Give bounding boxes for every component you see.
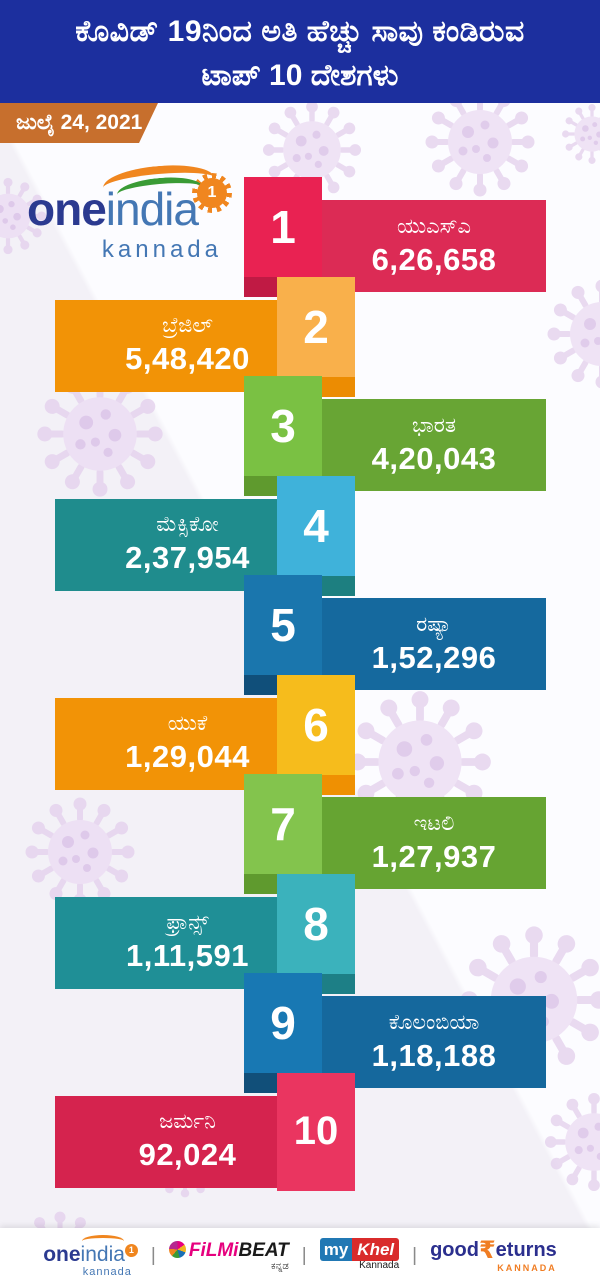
country-name: ಭಾರತ (412, 413, 456, 437)
footer-oneindia-india: india (80, 1242, 125, 1266)
rank-number: 2 (277, 276, 355, 377)
country-name: ಕೊಲಂಬಿಯಾ (388, 1010, 480, 1034)
logo-one-text: one (27, 183, 107, 235)
country-name: ಬ್ರೆಜಿಲ್ (162, 314, 213, 337)
country-name: ಯುಕೆ (167, 712, 208, 735)
rank-number: 6 (277, 674, 355, 775)
rank-tile: 10 (277, 1072, 355, 1193)
footer-filmibeat-kannada: ಕನ್ನಡ (271, 1260, 289, 1272)
death-count: 4,20,043 (371, 440, 497, 476)
page-title-line-1: ಕೊವಿಡ್ 19ನಿಂದ ಅತಿ ಹೆಚ್ಚು ಸಾವು ಕಂಡಿರುವ (75, 15, 525, 48)
footer-oneindia-kannada: kannada (82, 1265, 132, 1278)
date-badge: ಜುಲೈ 24, 2021 (0, 103, 158, 143)
footer-filmibeat-logo: FiLMiBEAT ಕನ್ನಡ (168, 1239, 289, 1272)
footer-oneindia-one: one (43, 1242, 81, 1266)
rank-entry-3: ಭಾರತ 4,20,043 3 (0, 376, 600, 498)
footer-mykhel-khel: Khel (352, 1238, 400, 1261)
footer-goodreturns-kannada: KANNADA (497, 1263, 557, 1273)
country-name: ಮೆಕ್ಸಿಕೋ (156, 513, 219, 536)
logo-india-text: india (105, 183, 199, 235)
rank-entry-8: ಫ್ರಾನ್ಸ್ 1,11,591 8 (0, 873, 600, 996)
country-name: ಫ್ರಾನ್ಸ್ (166, 911, 209, 934)
footer-goodreturns-eturns: eturns (495, 1239, 557, 1261)
logo-kannada-text: kannada (101, 236, 222, 263)
footer-filmibeat-beat: BEAT (238, 1239, 289, 1261)
rank-entry-5: ರಷ್ಯಾ 1,52,296 5 (0, 575, 600, 697)
rank-number: 1 (244, 177, 322, 277)
footer-filmibeat-filmi: FiLMi (188, 1239, 239, 1261)
footer-divider: | (301, 1245, 307, 1266)
footer-divider: | (150, 1245, 156, 1266)
country-name: ಯುಎಸ್ಎ (396, 214, 472, 238)
death-count: 1,18,188 (371, 1037, 497, 1073)
rank-entry-10: ಜರ್ಮನಿ 92,024 10 (0, 1072, 600, 1195)
logo-wordmark: oneindia (27, 183, 199, 235)
death-count: 5,48,420 (125, 341, 250, 376)
footer-oneindia-logo: oneindia 1 kannada (43, 1234, 138, 1278)
rank-number: 10 (277, 1072, 355, 1191)
footer-mykhel-my: my (319, 1238, 353, 1261)
country-name: ಜರ್ಮನಿ (159, 1110, 216, 1133)
rank-entry-6: ಯುಕೆ 1,29,044 6 (0, 674, 600, 797)
footer-mykhel-logo: my Khel Kannada (319, 1238, 400, 1271)
death-count: 1,52,296 (371, 639, 497, 675)
rank-number: 8 (277, 873, 355, 974)
oneindia-kannada-logo: 1 oneindia kannada (25, 161, 240, 267)
date-text: ಜುಲೈ 24, 2021 (16, 111, 143, 134)
rank-number: 9 (244, 973, 322, 1073)
footer-divider: | (412, 1245, 418, 1266)
header: ಕೊವಿಡ್ 19ನಿಂದ ಅತಿ ಹೆಚ್ಚು ಸಾವು ಕಂಡಿರುವ ಟಾ… (0, 0, 600, 103)
death-count: 6,26,658 (371, 241, 497, 277)
death-count: 2,37,954 (125, 540, 250, 575)
rank-number: 4 (277, 475, 355, 576)
country-name: ಇಟಲಿ (413, 811, 455, 835)
footer-oneindia-sun-icon: 1 (124, 1243, 138, 1257)
footer-goodreturns-good: good (430, 1239, 479, 1261)
footer-brand-strip: oneindia 1 kannada | FiLMiBEAT ಕನ್ನಡ | my… (0, 1228, 600, 1284)
page-title-line-2: ಟಾಪ್ 10 ದೇಶಗಳು (201, 59, 399, 92)
logo-sun-badge: 1 (192, 173, 232, 213)
rank-tile: 5 (244, 575, 322, 695)
footer-mykhel-kannada: Kannada (359, 1260, 400, 1271)
country-name: ರಷ್ಯಾ (416, 612, 452, 636)
country-bar: ಭಾರತ 4,20,043 (322, 399, 546, 491)
rank-number: 7 (244, 774, 322, 874)
death-count: 1,29,044 (125, 739, 250, 774)
death-count: 92,024 (138, 1137, 237, 1172)
filmibeat-pinwheel-icon (168, 1240, 186, 1258)
country-bar: ಯುಎಸ್ಎ 6,26,658 (322, 200, 546, 292)
death-count: 1,27,937 (371, 838, 497, 874)
logo-sun-number: 1 (207, 184, 217, 201)
country-bar: ರಷ್ಯಾ 1,52,296 (322, 598, 546, 690)
death-count: 1,11,591 (126, 938, 249, 973)
rank-number: 5 (244, 575, 322, 675)
rank-number: 3 (244, 376, 322, 476)
footer-goodreturns-logo: good₹eturns KANNADA (430, 1239, 557, 1273)
rupee-icon: ₹ (478, 1237, 496, 1264)
